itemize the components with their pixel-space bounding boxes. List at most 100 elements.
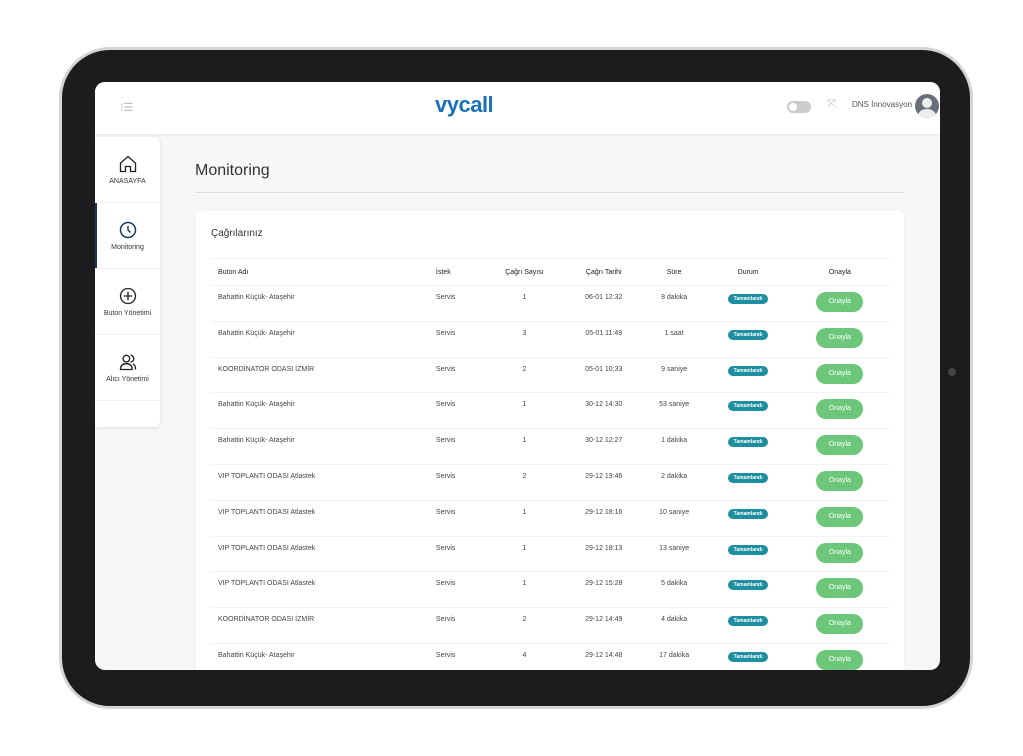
approve-button[interactable]: Onayla (816, 399, 864, 420)
approve-button[interactable]: Onayla (816, 292, 864, 312)
clock-icon (119, 221, 136, 239)
table-cell: Tamamlandı (705, 500, 791, 537)
table-cell: Bahattin Küçük- Ataşehir (211, 643, 429, 670)
logo: vycall (435, 92, 494, 117)
table-cell: 2 dakika (642, 464, 706, 501)
table-cell: Onayla (790, 321, 889, 358)
sidebar: ANASAYFA Monitoring Buton Yönetimi Alıcı… (95, 137, 160, 427)
table-row: KOORDİNATOR ODASI İZMİR Servis 2 29-12 14:4… (211, 607, 889, 644)
table-cell: 29-12 18:13 (564, 536, 643, 573)
sidebar-item-monitoring[interactable]: Monitoring (95, 203, 160, 269)
table-cell: Servis (428, 607, 485, 644)
approve-button[interactable]: Onayla (816, 435, 864, 456)
table-cell: 3 (484, 321, 565, 358)
table-cell: 9 saniye (642, 357, 706, 394)
home-icon (119, 155, 136, 173)
table-cell: Tamamlandı (705, 392, 791, 430)
table-cell: KOORDİNATOR ODASI İZMİR (211, 357, 429, 394)
column-header: Çağrı Sayısı (484, 258, 565, 286)
menu-icon[interactable]: ⁝☰ (120, 102, 134, 114)
status-badge: Tamamlandı (727, 544, 769, 555)
table-cell: 4 dakika (642, 607, 706, 644)
sidebar-item-alici-yonetimi[interactable]: Alıcı Yönetimi (95, 335, 160, 401)
table-cell: Tamamlandı (705, 571, 791, 609)
table-cell: Tamamlandı (705, 607, 791, 644)
table-cell: Servis (428, 392, 485, 430)
table-cell: Onayla (790, 607, 889, 644)
table-cell: 1 (484, 571, 565, 609)
table-row: Bahattin Küçük- Ataşehir Servis 1 06-01 12:… (211, 285, 889, 322)
table-cell: 10 saniye (642, 500, 706, 537)
table-cell: VIP TOPLANTI ODASI Atlastek (211, 571, 429, 609)
table-cell: 06-01 12:32 (564, 285, 643, 322)
status-badge: Tamamlandı (727, 580, 769, 591)
table-cell: Servis (428, 500, 485, 537)
approve-button[interactable]: Onayla (816, 614, 864, 635)
table-cell: Servis (428, 643, 485, 670)
table-cell: Tamamlandı (705, 464, 791, 501)
sidebar-item-buton-yonetimi[interactable]: Buton Yönetimi (95, 269, 160, 335)
table-cell: VIP TOPLANTI ODASI Atlastek (211, 464, 429, 501)
approve-button[interactable]: Onayla (816, 542, 864, 563)
table-cell: 2 (484, 357, 565, 394)
column-header: Onayla (790, 258, 889, 286)
table-row: VIP TOPLANTI ODASI Atlastek Servis 1 29-12 … (211, 500, 889, 537)
table-row: VIP TOPLANTI ODASI Atlastek Servis 1 29-12 … (211, 536, 889, 573)
table-cell: Servis (428, 536, 485, 573)
calls-table: Buton Adı İstek Çağrı Sayısı Çağrı Tarihi Sü… (211, 258, 889, 670)
table-cell: 1 saat (642, 321, 706, 358)
screen: ⁝☰ vycall ⤧ DNS İnnovasyon ANASAYFA Moni… (95, 82, 940, 670)
approve-button[interactable]: Onayla (816, 327, 864, 348)
status-badge: Tamamlandı (727, 294, 769, 304)
table-cell: 29-12 14:48 (564, 643, 643, 670)
users-icon (119, 354, 136, 371)
table-cell: VIP TOPLANTI ODASI Atlastek (211, 536, 429, 573)
table-row: VIP TOPLANTI ODASI Atlastek Servis 2 29-12 … (211, 464, 889, 501)
table-cell: KOORDİNATOR ODASI İZMİR (211, 607, 429, 644)
approve-button[interactable]: Onayla (816, 649, 864, 670)
fullscreen-icon[interactable]: ⤧ (827, 98, 836, 110)
sidebar-item-label: ANASAYFA (109, 178, 146, 185)
avatar[interactable] (915, 94, 939, 118)
sidebar-item-label: Buton Yönetimi (103, 310, 152, 317)
camera (948, 368, 956, 376)
table-cell: Bahattin Küçük- Ataşehir (211, 392, 429, 430)
table-row: VIP TOPLANTI ODASI Atlastek Servis 1 29-12 … (211, 571, 889, 609)
status-badge: Tamamlandı (727, 365, 769, 376)
sidebar-item-label: Alıcı Yönetimi (106, 376, 149, 383)
table-cell: Servis (428, 428, 485, 465)
table-cell: Tamamlandı (705, 428, 791, 465)
table-cell: Tamamlandı (705, 321, 791, 358)
status-badge: Tamamlandı (727, 401, 769, 412)
user-name[interactable]: DNS İnnovasyon (852, 100, 913, 109)
table-cell: Bahattin Küçük- Ataşehir (211, 321, 429, 358)
table-cell: Servis (428, 321, 485, 358)
table-row: Bahattin Küçük- Ataşehir Servis 4 29-12 14:… (211, 643, 889, 670)
approve-button[interactable]: Onayla (816, 506, 864, 527)
table-cell: 1 (484, 285, 565, 322)
table-cell: Tamamlandı (705, 536, 791, 573)
table-cell: 4 (484, 643, 565, 670)
table-cell: Onayla (790, 536, 889, 573)
table-cell: 1 dakika (642, 428, 706, 465)
divider (195, 192, 904, 193)
plus-circle-icon (119, 287, 136, 305)
status-badge: Tamamlandı (727, 651, 769, 662)
table-cell: Onayla (790, 464, 889, 501)
approve-button[interactable]: Onayla (816, 470, 864, 491)
table-cell: 5 dakika (642, 571, 706, 609)
table-row: Bahattin Küçük- Ataşehir Servis 1 30-12 12:… (211, 428, 889, 465)
table-cell: 1 (484, 500, 565, 537)
table-cell: 05-01 10:33 (564, 357, 643, 394)
theme-toggle[interactable] (787, 101, 811, 113)
table-cell: 1 (484, 428, 565, 465)
table-row: KOORDİNATOR ODASI İZMİR Servis 2 05-01 10:3… (211, 357, 889, 394)
table-cell: 29-12 14:49 (564, 607, 643, 644)
approve-button[interactable]: Onayla (816, 578, 864, 599)
status-badge: Tamamlandı (727, 329, 769, 340)
table-cell: Servis (428, 464, 485, 501)
table-cell: Servis (428, 571, 485, 609)
approve-button[interactable]: Onayla (816, 363, 864, 384)
sidebar-item-anasayfa[interactable]: ANASAYFA (95, 137, 160, 203)
table-cell: 29-12 19:46 (564, 464, 643, 501)
